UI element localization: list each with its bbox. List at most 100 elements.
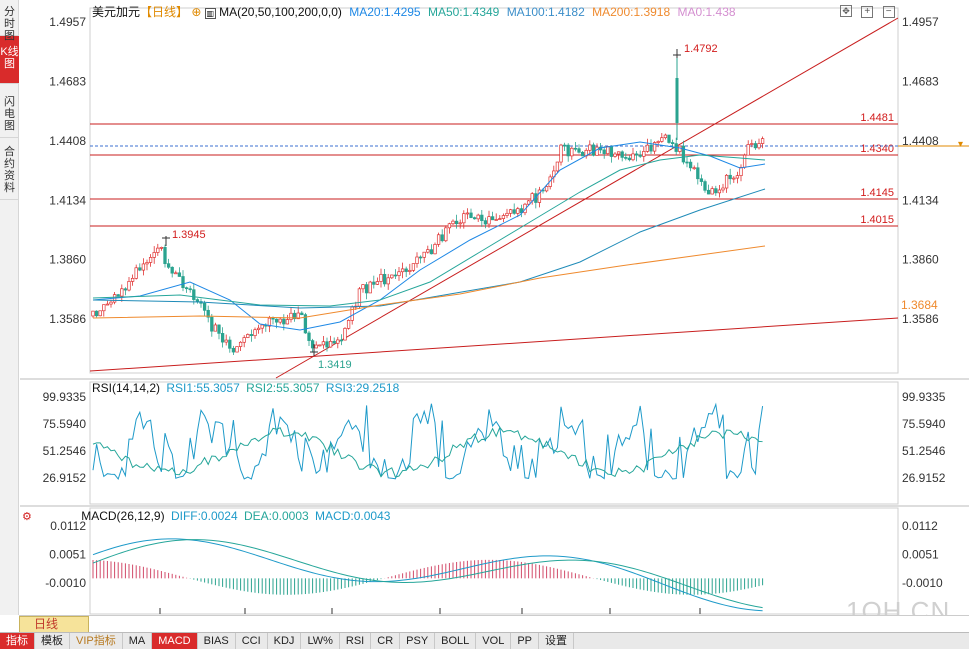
candle-body <box>156 247 160 253</box>
candle-body <box>757 143 761 149</box>
candle-body <box>148 257 153 263</box>
indicator-tab-[interactable]: 模板 <box>35 633 70 649</box>
indicator-tab-macd[interactable]: MACD <box>152 633 198 649</box>
macd-settings-icon[interactable]: ⚙ <box>22 511 32 523</box>
macd-tick-left: 0.0051 <box>49 548 86 562</box>
rsi-tick-right: 75.5940 <box>902 417 946 431</box>
tab-intraday[interactable]: 分时图 <box>0 0 19 42</box>
candle-body <box>231 347 236 353</box>
rsi3-value: RSI3:29.2518 <box>325 381 400 395</box>
candle-body <box>440 234 444 242</box>
candle-body <box>451 220 455 225</box>
candle-body <box>386 277 390 285</box>
indicator-tab-ma[interactable]: MA <box>123 633 153 649</box>
low-label: 1.3419 <box>318 359 352 371</box>
rsi-tick-left: 26.9152 <box>43 471 87 485</box>
candle-body <box>609 146 614 157</box>
candle-body <box>436 234 441 245</box>
period-select-button[interactable]: 日线 <box>19 616 89 633</box>
candle-body <box>678 145 682 152</box>
candle-body <box>675 78 679 123</box>
candle-body <box>346 320 351 329</box>
rsi2-line <box>92 426 763 478</box>
candle-body <box>638 154 642 157</box>
candle-body <box>580 151 585 157</box>
ma100-value: MA100:1.4182 <box>506 5 585 19</box>
indicator-tab-kdj[interactable]: KDJ <box>268 633 302 649</box>
candle-body <box>490 216 495 221</box>
indicator-tab-rsi[interactable]: RSI <box>340 633 372 649</box>
candle-body <box>145 262 149 265</box>
zoom-in-icon[interactable]: + <box>861 6 874 18</box>
candle-body <box>681 145 686 163</box>
tab-flash[interactable]: 闪电图 <box>0 84 19 138</box>
expand-icon[interactable]: ✥ <box>840 5 852 17</box>
candle-body <box>505 212 509 216</box>
candle-body <box>699 178 704 182</box>
candle-body <box>501 215 506 219</box>
indicator-tab-boll[interactable]: BOLL <box>435 633 477 649</box>
candle-body <box>422 251 426 258</box>
candle-body <box>159 246 164 249</box>
candle-body <box>325 341 329 348</box>
tab-kline[interactable]: K线图 <box>0 36 19 84</box>
candle-body <box>174 272 178 275</box>
candle-body <box>656 141 660 143</box>
macd-panel-frame <box>89 507 899 615</box>
candle-body <box>393 274 398 277</box>
period-tag: 【日线】 <box>140 5 189 19</box>
candle-body <box>472 217 477 220</box>
candle-body <box>753 143 758 149</box>
indicator-tab-psy[interactable]: PSY <box>400 633 436 649</box>
candle-body <box>685 161 689 164</box>
price-tick-right: 1.4683 <box>902 74 939 88</box>
macd-title: MACD(26,12,9) <box>81 509 165 523</box>
candle-body <box>426 249 430 253</box>
indicator-tab-cr[interactable]: CR <box>371 633 401 649</box>
candle-body <box>444 227 448 242</box>
indicator-tab-[interactable]: 设置 <box>539 633 574 649</box>
candle-body <box>652 142 657 152</box>
tab-contract-info[interactable]: 合约资料 <box>0 138 19 200</box>
time-axis-label: 2024/08 <box>138 614 182 615</box>
candle-body <box>606 146 610 155</box>
candle-body <box>152 252 156 258</box>
candle-body <box>339 339 344 342</box>
price-tick-left: 1.3586 <box>49 312 86 326</box>
candle-body <box>206 309 210 318</box>
indicator-tab-[interactable]: 指标 <box>0 633 35 649</box>
candle-body <box>202 302 207 311</box>
candle-body <box>512 209 516 214</box>
candle-body <box>228 339 232 349</box>
kline-chart[interactable]: 1.4957 1.4957 1.4683 1.4683 1.4408 1.4408 1.41… <box>0 0 969 615</box>
candle-body <box>138 267 142 271</box>
candle-body <box>760 138 765 144</box>
candle-body <box>170 266 174 274</box>
indicator-tab-cci[interactable]: CCI <box>236 633 268 649</box>
settings-icon[interactable]: ⊕ <box>191 5 202 19</box>
zoom-out-icon[interactable]: − <box>882 6 895 18</box>
candle-body <box>285 319 290 325</box>
candle-body <box>498 218 502 220</box>
indicator-tab-lw[interactable]: LW% <box>301 633 340 649</box>
candle-body <box>620 151 624 158</box>
macd-tick-right: 0.0112 <box>902 519 938 533</box>
indicator-tab-pp[interactable]: PP <box>511 633 539 649</box>
time-axis-label: 2024/11 <box>419 614 462 615</box>
macd-header: ⚙ MACD(26,12,9) DIFF:0.0024 DEA:0.0003 M… <box>22 509 390 523</box>
indicator-tab-vol[interactable]: VOL <box>476 633 512 649</box>
candle-body <box>624 157 628 159</box>
indicator-tab-vip[interactable]: VIP指标 <box>70 633 123 649</box>
indicator-tab-bias[interactable]: BIAS <box>198 633 236 649</box>
candle-body <box>483 220 488 225</box>
candle-body <box>134 267 138 279</box>
window-controls: ✥ + − <box>840 3 895 18</box>
candle-body <box>487 216 491 225</box>
ma50-value: MA50:1.4349 <box>427 5 500 19</box>
macd-tick-right: 0.0051 <box>902 548 939 562</box>
rsi-tick-left: 75.5940 <box>43 417 87 431</box>
price-tick-left: 1.4683 <box>49 74 86 88</box>
level-label: 1.4481 <box>860 112 894 124</box>
candle-body <box>289 312 293 320</box>
candle-body <box>361 284 365 290</box>
